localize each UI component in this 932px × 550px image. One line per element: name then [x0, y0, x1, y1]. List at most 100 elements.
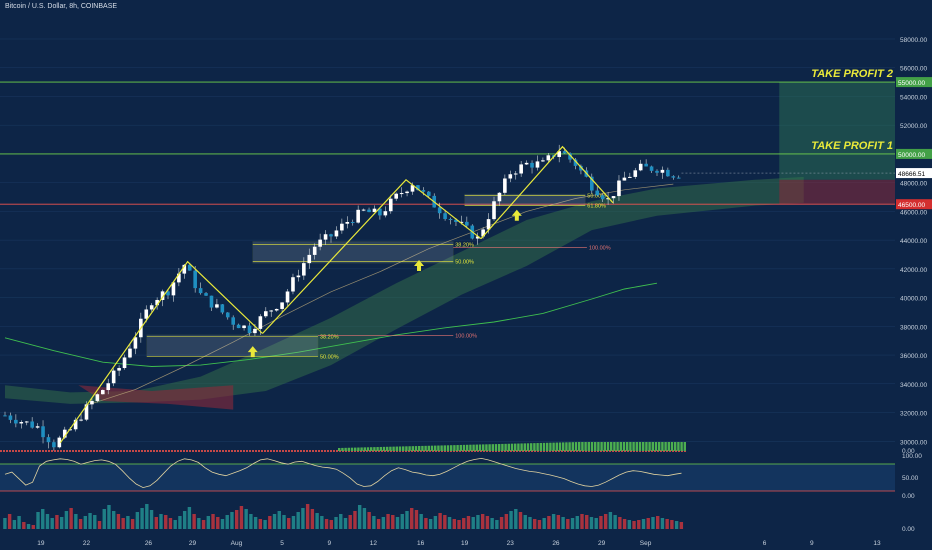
volume-bar — [447, 517, 452, 529]
strength-bar — [565, 442, 568, 451]
strength-bar — [606, 442, 610, 451]
volume-bar — [476, 515, 480, 529]
x-tick-label: 19 — [461, 540, 469, 547]
candle-body — [617, 180, 621, 197]
strength-bar — [398, 446, 402, 451]
strength-bar — [440, 445, 443, 451]
x-tick-label: 16 — [417, 540, 425, 547]
volume-bar — [622, 519, 627, 529]
volume-bar — [485, 516, 490, 529]
candle-body — [416, 185, 420, 191]
strength-bar — [453, 445, 456, 451]
up-arrow-icon — [247, 346, 258, 358]
volume-bar — [140, 508, 144, 529]
candle-body — [410, 185, 415, 192]
candle-body — [52, 442, 56, 448]
volume-bar — [45, 514, 50, 529]
strength-bar — [642, 442, 645, 451]
candle-body — [388, 198, 393, 212]
volume-bar — [301, 508, 305, 529]
ichimoku-cloud — [5, 176, 804, 404]
volume-bar — [566, 519, 570, 529]
volume-bar — [64, 511, 69, 529]
volume-bar — [121, 518, 125, 529]
volume-bar — [230, 512, 234, 529]
strength-bar — [680, 442, 683, 451]
candle-body — [361, 209, 366, 211]
volume-bar — [457, 520, 461, 529]
fib-extension-label: 100.00% — [589, 245, 611, 251]
candle-body — [649, 166, 654, 171]
candle-body — [600, 195, 605, 200]
volume-bar — [149, 510, 154, 529]
strength-bar — [590, 442, 594, 451]
strength-bar — [629, 442, 632, 451]
candle-body — [8, 415, 13, 420]
strength-bar — [482, 444, 485, 451]
volume-bar — [504, 514, 509, 529]
strength-bar — [562, 442, 565, 451]
volume-bar — [433, 516, 438, 529]
strength-bar — [347, 447, 350, 451]
strength-bar — [501, 443, 504, 451]
volume-bar — [55, 515, 59, 529]
strength-bar — [370, 447, 373, 451]
strength-bar — [638, 442, 642, 451]
volume-bar — [414, 510, 419, 529]
symbol-title: Bitcoin / U.S. Dollar, 8h, COINBASE — [5, 3, 118, 10]
fib-label: 38.20% — [320, 334, 339, 340]
strength-bar — [523, 443, 526, 451]
volume-bar — [499, 517, 504, 529]
candle-body — [193, 270, 197, 289]
volume-bar — [291, 516, 296, 529]
strength-bar — [661, 442, 664, 451]
strength-bar — [354, 447, 357, 451]
volume-bar — [561, 517, 565, 529]
strength-bar — [478, 444, 482, 451]
strength-bar — [466, 444, 469, 451]
volume-bar — [126, 516, 130, 529]
y-tick-label: 34000.00 — [900, 382, 927, 389]
candle-body — [236, 324, 241, 329]
volume-bar — [154, 517, 158, 529]
strength-bar — [552, 442, 555, 451]
volume-bar — [518, 512, 523, 529]
oscillator-tick-label: 100.00 — [902, 453, 922, 460]
candle-body — [644, 163, 648, 167]
candle-body — [111, 370, 116, 384]
candle-body — [318, 239, 322, 247]
candle-body — [628, 176, 632, 178]
volume-bar — [102, 509, 106, 529]
strength-bar — [421, 445, 424, 451]
strength-bar — [373, 447, 376, 451]
volume-bar — [173, 520, 177, 529]
volume-bar — [111, 511, 116, 529]
candle-body — [611, 196, 616, 199]
strength-bar — [533, 443, 536, 451]
candle-body — [79, 419, 83, 421]
candle-body — [481, 229, 485, 237]
volume-bar — [50, 518, 54, 529]
volume-bar — [443, 515, 447, 529]
candle-body — [372, 208, 377, 213]
strength-row: 0.00 — [0, 442, 915, 455]
strength-bar — [626, 442, 629, 451]
x-axis: 19 22 26 29 Aug 5 9 12 16 19 23 26 29 Sep 6 9 13 — [37, 540, 881, 547]
candle-body — [503, 178, 507, 193]
volume-bar — [405, 511, 409, 529]
y-tick-label: 56000.00 — [900, 66, 927, 73]
strength-bar — [472, 444, 475, 451]
volume-bar — [164, 515, 168, 529]
candle-body — [492, 201, 496, 220]
candle-body — [122, 357, 127, 369]
candle-body — [225, 312, 230, 318]
candle-body — [171, 282, 176, 296]
strength-bar — [677, 442, 680, 451]
ma-slow-line — [4, 282, 658, 367]
volume-bar — [547, 516, 551, 529]
volume-bar — [315, 513, 319, 529]
candle-body — [334, 230, 339, 237]
volume-bar — [655, 516, 660, 529]
strength-bar — [581, 442, 584, 451]
